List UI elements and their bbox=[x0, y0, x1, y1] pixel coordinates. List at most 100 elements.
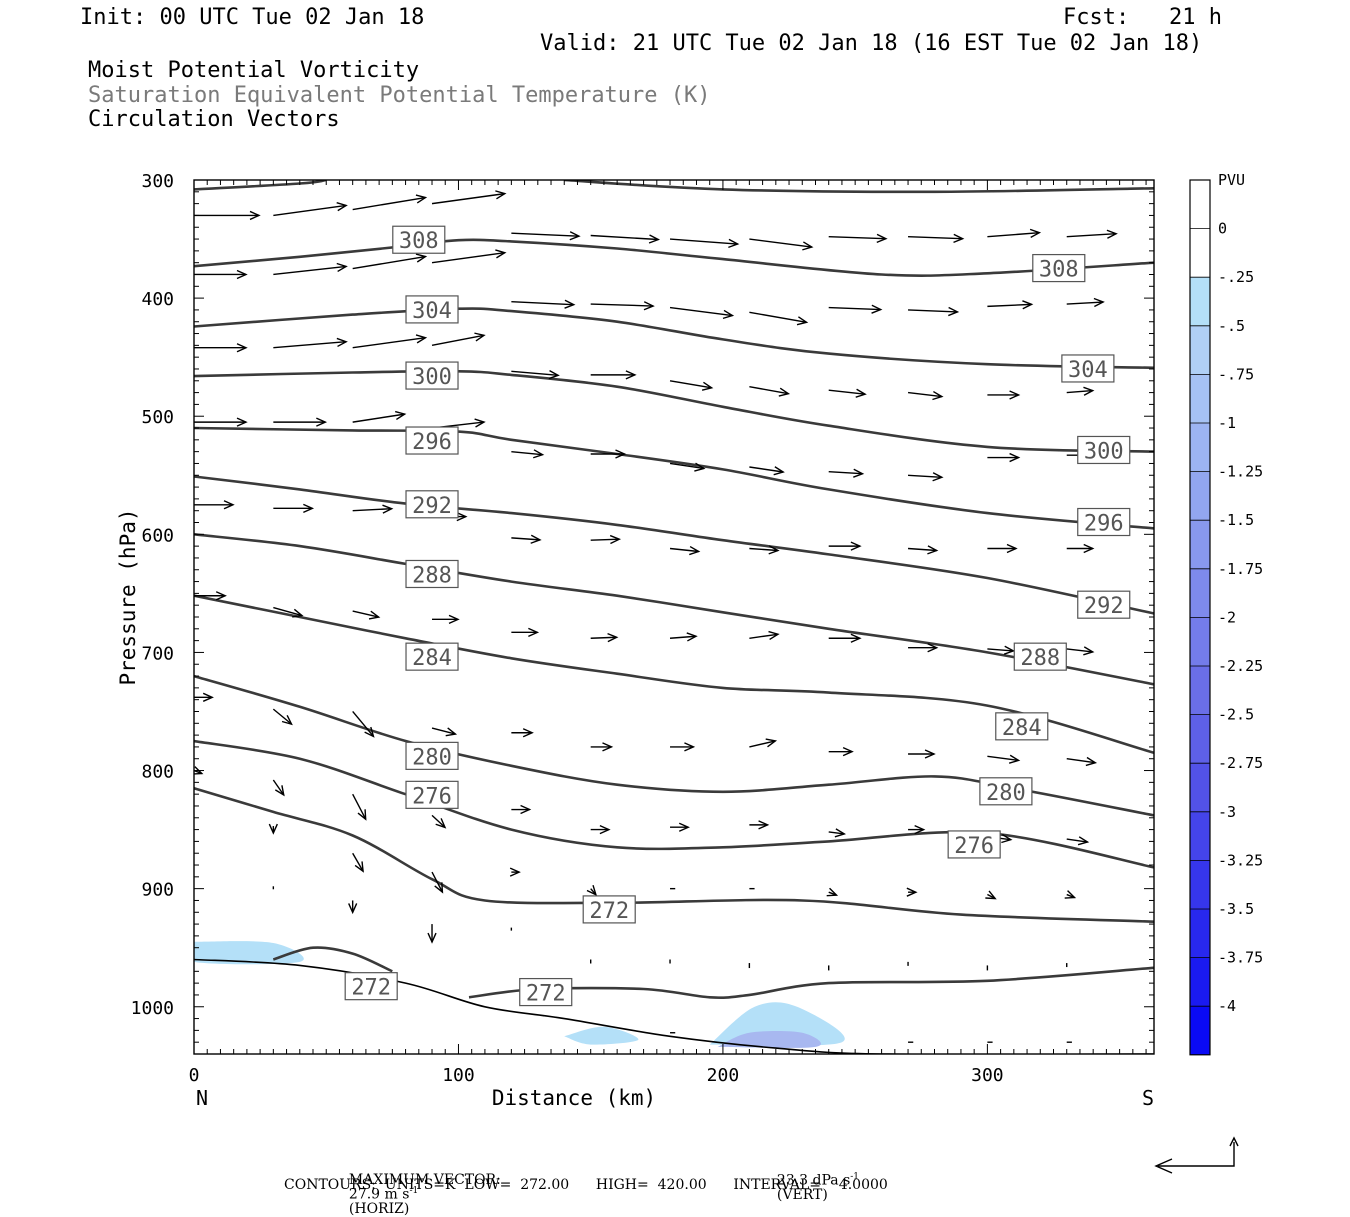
vector-head bbox=[914, 824, 926, 835]
contour-label: 284 bbox=[995, 712, 1049, 741]
theta-es-contour-300 bbox=[194, 369, 1154, 453]
vector-arrow bbox=[352, 253, 428, 270]
contour-label-box bbox=[979, 777, 1033, 806]
vector-head bbox=[456, 511, 468, 522]
y-tick-label: 900 bbox=[141, 880, 174, 901]
vector-arrow bbox=[828, 541, 862, 551]
vector-arrow bbox=[194, 210, 261, 221]
vector-head bbox=[1083, 646, 1095, 656]
vector-head bbox=[826, 887, 839, 897]
vector-head bbox=[236, 343, 248, 353]
vector-shaft bbox=[828, 471, 863, 475]
vector-shaft bbox=[511, 232, 579, 237]
vector-shaft bbox=[908, 235, 963, 240]
vector-head bbox=[495, 249, 507, 259]
max-vert-line: 23.3 dPa s-1 (VERT) bbox=[768, 1159, 859, 1202]
x-tick-label: 200 bbox=[707, 1065, 740, 1086]
contour-label-text: 304 bbox=[1068, 358, 1108, 383]
vector-shaft bbox=[828, 235, 886, 240]
vector-head bbox=[643, 301, 655, 311]
contour-label: 308 bbox=[1032, 253, 1086, 283]
field-title-theta-es: Saturation Equivalent Potential Temperat… bbox=[88, 83, 711, 108]
vector-arrow bbox=[348, 900, 358, 915]
colorbar-label: -1 bbox=[1218, 414, 1236, 432]
colorbar-label: -2.5 bbox=[1218, 706, 1254, 724]
vector-head bbox=[1106, 229, 1118, 239]
colorbar-label: -4 bbox=[1218, 997, 1236, 1015]
vector-arrow bbox=[590, 449, 627, 459]
vector-arrow bbox=[669, 632, 698, 642]
vector-shaft bbox=[669, 462, 704, 470]
x-end-label-south: S bbox=[1142, 1086, 1154, 1110]
vector-arrow bbox=[749, 311, 809, 326]
vert-unit: (VERT) bbox=[776, 1186, 828, 1203]
vector-head bbox=[728, 238, 740, 249]
valid-time: Valid: 21 UTC Tue 02 Jan 18 (16 EST Tue … bbox=[540, 31, 1203, 56]
vector-head bbox=[758, 820, 770, 830]
vector-shaft bbox=[669, 380, 712, 389]
vector-head bbox=[474, 418, 486, 428]
vector-arrow bbox=[669, 380, 714, 391]
contour-label-box bbox=[392, 225, 446, 254]
vector-head bbox=[948, 306, 960, 317]
theta-es-contour-284 bbox=[194, 594, 1154, 755]
vector-arrow bbox=[590, 742, 614, 752]
colorbar-swatch bbox=[1190, 811, 1210, 861]
vector-arrow bbox=[511, 804, 532, 815]
contour-label: 300 bbox=[405, 361, 459, 390]
vector-arrow bbox=[669, 238, 740, 249]
colorbar-label: -2.25 bbox=[1218, 657, 1263, 675]
contour-label-box bbox=[1013, 642, 1067, 671]
circulation-vectors bbox=[194, 190, 1118, 1043]
vector-head bbox=[448, 614, 460, 625]
vector-arrow bbox=[511, 299, 576, 309]
contour-label: 288 bbox=[405, 559, 459, 589]
vector-arrow bbox=[669, 462, 706, 472]
vector-arrow bbox=[669, 545, 701, 556]
vector-head bbox=[778, 387, 791, 397]
contour-label-text: 284 bbox=[412, 646, 452, 671]
vector-head bbox=[850, 633, 862, 643]
contour-label: 308 bbox=[392, 225, 446, 254]
contour-label-text: 308 bbox=[1039, 258, 1079, 283]
vector-arrow bbox=[828, 747, 854, 757]
vector-head bbox=[368, 610, 381, 620]
contour-label: 292 bbox=[405, 490, 459, 519]
vector-arrow bbox=[431, 190, 507, 205]
vector-head bbox=[1077, 836, 1090, 846]
field-title-vectors: Circulation Vectors bbox=[88, 107, 340, 132]
colorbar-unit: PVU bbox=[1218, 171, 1245, 189]
reference-vector-head-horiz bbox=[1154, 1158, 1173, 1174]
vector-shaft bbox=[590, 538, 620, 541]
colorbar-swatch bbox=[1190, 763, 1210, 812]
vector-shaft bbox=[987, 755, 1019, 762]
contour-label-box bbox=[1032, 253, 1086, 283]
vector-head bbox=[602, 742, 614, 752]
vector-head bbox=[924, 749, 936, 759]
vector-arrow bbox=[194, 417, 248, 427]
vector-head bbox=[684, 742, 696, 752]
vector-arrow bbox=[590, 370, 637, 380]
vector-head bbox=[678, 822, 690, 832]
contour-label: 296 bbox=[1077, 507, 1131, 537]
y-tick-label: 700 bbox=[141, 643, 174, 664]
axis-minor-ticks bbox=[194, 180, 1154, 1054]
vector-shaft bbox=[1066, 838, 1088, 843]
contour-label-box bbox=[405, 559, 459, 589]
vector-arrow bbox=[586, 885, 598, 896]
contour-label-text: 276 bbox=[954, 834, 994, 859]
vector-arrow bbox=[511, 369, 560, 380]
vector-arrow bbox=[908, 545, 939, 555]
vector-head bbox=[765, 738, 778, 748]
vector-head bbox=[316, 417, 328, 427]
vector-head bbox=[802, 241, 814, 251]
vector-arrow bbox=[431, 871, 444, 894]
contour-label-box bbox=[995, 712, 1049, 741]
vector-shaft bbox=[908, 309, 958, 313]
contour-label-box bbox=[582, 895, 636, 924]
x-axis-title: Distance (km) bbox=[492, 1086, 656, 1110]
contour-label-box bbox=[1077, 507, 1131, 537]
vector-head bbox=[528, 627, 540, 637]
vector-arrow bbox=[749, 466, 785, 476]
vector-head bbox=[1009, 452, 1021, 463]
